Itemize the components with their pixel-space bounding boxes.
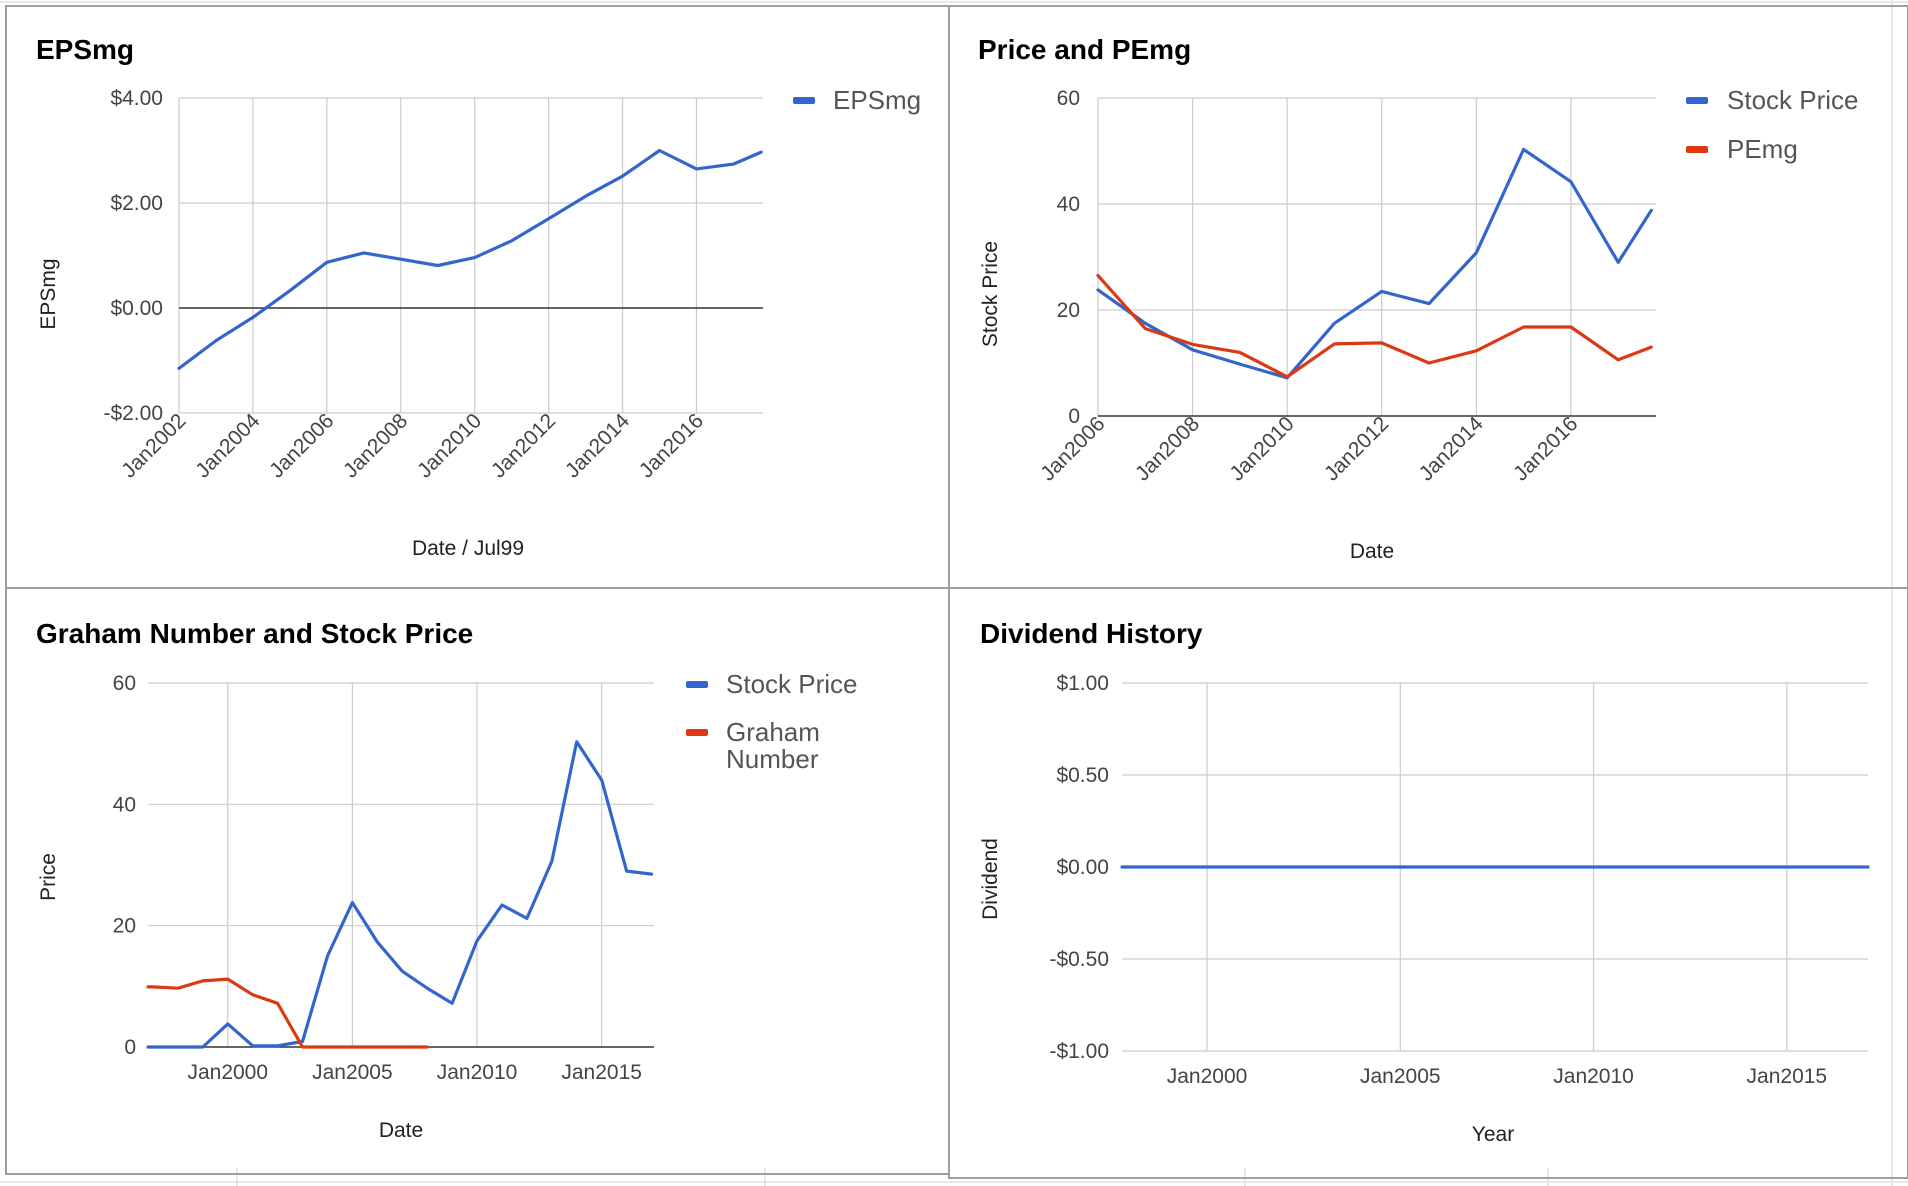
legend-label-stock-price: Stock Price: [1727, 85, 1859, 115]
legend: EPSmg: [793, 85, 921, 115]
x-tick-label: Jan2008: [1131, 412, 1204, 485]
y-tick-label: 40: [113, 793, 136, 816]
x-tick-label: Jan2010: [1553, 1065, 1634, 1088]
x-tick-label: Jan2006: [265, 409, 338, 482]
x-tick-label: Jan2008: [339, 409, 412, 482]
y-tick-label: 40: [1057, 193, 1080, 216]
chart-title: Graham Number and Stock Price: [36, 618, 473, 649]
legend-swatch-epsmg: [793, 97, 815, 104]
y-tick-label: $4.00: [110, 87, 163, 110]
legend-swatch-pemg: [1686, 146, 1708, 153]
x-axis-title: Date: [379, 1119, 423, 1142]
legend-label-epsmg: EPSmg: [833, 85, 921, 115]
y-tick-label: 20: [113, 915, 136, 938]
plot-area: $1.00 $0.50 $0.00 -$0.50 -$1.00 Jan2000 Jan200…: [1049, 672, 1870, 1088]
x-tick-label: Jan2000: [187, 1061, 268, 1084]
y-tick-label: 0: [1068, 405, 1080, 428]
x-tick-label: Jan2015: [1747, 1065, 1828, 1088]
x-axis-title: Date: [1350, 540, 1394, 563]
x-tick-label: Jan2016: [635, 409, 708, 482]
y-axis-title: EPSmg: [37, 258, 60, 329]
y-tick-label: $0.00: [110, 297, 163, 320]
legend-swatch-stock-price: [686, 681, 708, 688]
y-tick-label: 0: [124, 1036, 136, 1059]
chart-title: Dividend History: [980, 618, 1203, 649]
legend-swatch-stock-price: [1686, 97, 1708, 104]
legend: Stock Price PEmg: [1686, 85, 1859, 164]
x-tick-label: Jan2000: [1167, 1065, 1248, 1088]
y-tick-label: -$0.50: [1049, 948, 1109, 971]
x-tick-label: Jan2005: [1360, 1065, 1441, 1088]
dividend-history-chart-panel: Dividend History $1.00 $0.50 $0.00 -$0.50 -$…: [948, 587, 1908, 1179]
y-tick-label: 60: [1057, 87, 1080, 110]
series-line-pemg: [1096, 274, 1653, 379]
x-tick-label: Jan2015: [561, 1061, 642, 1084]
legend: Stock Price Graham Number: [686, 669, 858, 774]
x-tick-label: Jan2016: [1509, 412, 1582, 485]
x-tick-label: Jan2010: [413, 409, 486, 482]
legend-label-pemg: PEmg: [1727, 134, 1798, 164]
y-tick-label: $1.00: [1056, 672, 1109, 695]
y-axis-title: Stock Price: [979, 241, 1002, 347]
y-tick-label: $2.00: [110, 192, 163, 215]
y-tick-label: 20: [1057, 299, 1080, 322]
chart-title: EPSmg: [36, 34, 134, 65]
x-axis-title: Year: [1472, 1123, 1514, 1146]
y-tick-label: 60: [113, 672, 136, 695]
series-line-graham-number: [146, 977, 429, 1049]
x-axis-title: Date / Jul99: [412, 537, 524, 560]
y-axis-title: Dividend: [979, 838, 1002, 920]
x-tick-label: Jan2010: [1225, 412, 1298, 485]
plot-area: 60 40 20 0 Jan2000 Jan2005 Jan2010 Jan2015: [113, 672, 654, 1084]
legend-swatch-graham-number: [686, 729, 708, 736]
series-line-epsmg: [177, 148, 763, 370]
panel-border: [948, 587, 1908, 1179]
x-tick-label: Jan2005: [312, 1061, 393, 1084]
legend-label-graham-number: Graham Number: [726, 717, 827, 774]
x-tick-label: Jan2012: [487, 409, 560, 482]
x-tick-label: Jan2004: [191, 409, 264, 482]
chart-title: Price and PEmg: [978, 34, 1191, 65]
y-tick-label: -$2.00: [103, 402, 163, 425]
series-line-stock-price: [1096, 147, 1653, 380]
x-tick-label: Jan2014: [561, 409, 634, 482]
x-tick-label: Jan2014: [1415, 412, 1488, 485]
x-tick-label: Jan2010: [437, 1061, 518, 1084]
series-line-stock-price: [146, 740, 654, 1049]
y-tick-label: -$1.00: [1049, 1040, 1109, 1063]
x-tick-label: Jan2012: [1320, 412, 1393, 485]
y-axis-title: Price: [37, 853, 60, 901]
graham-number-chart-panel: Graham Number and Stock Price 60 40 20 0 Jan…: [5, 587, 950, 1175]
y-tick-label: $0.00: [1056, 856, 1109, 879]
y-tick-label: $0.50: [1056, 764, 1109, 787]
legend-label-stock-price: Stock Price: [726, 669, 858, 699]
